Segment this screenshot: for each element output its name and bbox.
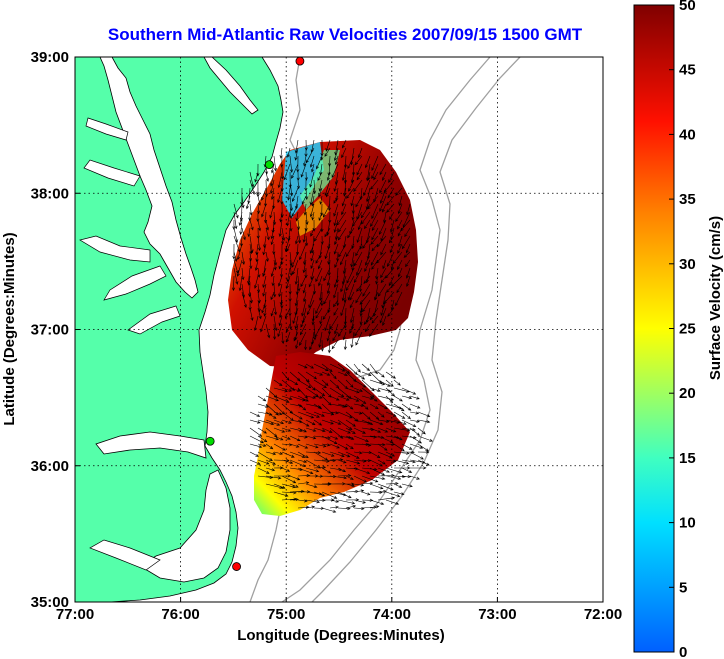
- bathymetry-contour-2: [281, 57, 491, 602]
- pamlico-sound: [139, 469, 231, 583]
- map-area: [75, 57, 603, 602]
- x-tick-label: 77:00: [56, 606, 94, 623]
- x-tick-label: 74:00: [373, 606, 411, 623]
- radar-site-marker: [232, 562, 241, 571]
- x-tick-label: 72:00: [584, 606, 622, 623]
- radar-site-marker: [264, 160, 274, 170]
- radar-sites: [205, 57, 305, 571]
- x-tick-label: 73:00: [478, 606, 516, 623]
- y-axis-ticks: 39:00 38:00 37:00 36:00 35:00: [31, 49, 80, 611]
- x-axis-label: Longitude (Degrees:Minutes): [237, 627, 445, 644]
- colorbar-tick-label: 5: [679, 579, 687, 596]
- colorbar-tick-label: 45: [679, 62, 696, 79]
- bathymetry-contour-3: [311, 57, 521, 602]
- velocity-field-south: [254, 352, 410, 516]
- colorbar-tick-label: 15: [679, 450, 696, 467]
- x-axis-ticks: 77:00 76:00 75:00 74:00 73:00 72:00: [56, 597, 622, 623]
- y-axis-label: Latitude (Degrees:Minutes): [1, 232, 18, 425]
- bay-inlet-1: [79, 235, 151, 263]
- colorbar-tick-label: 10: [679, 515, 696, 532]
- bay-inlet-5: [127, 305, 181, 335]
- y-tick-label: 35:00: [31, 594, 69, 611]
- colorbar: [633, 4, 675, 653]
- grid: [75, 57, 603, 602]
- velocity-arrows: [231, 139, 433, 513]
- y-tick-label: 37:00: [31, 322, 69, 339]
- colorbar-tick-label: 20: [679, 385, 696, 402]
- radar-site-marker: [205, 436, 215, 446]
- bay-inlet-2: [103, 265, 167, 301]
- colorbar-tick-label: 30: [679, 256, 696, 273]
- y-tick-label: 38:00: [31, 185, 69, 202]
- chart-title: Southern Mid-Atlantic Raw Velocities 200…: [108, 25, 583, 44]
- colorbar-label: Surface Velocity (cm/s): [707, 216, 724, 380]
- bay-inlet-3: [83, 159, 141, 187]
- y-tick-label: 36:00: [31, 458, 69, 475]
- albemarle-sound: [95, 431, 207, 459]
- colorbar-tick-label: 0: [679, 644, 687, 659]
- x-tick-label: 75:00: [267, 606, 305, 623]
- colorbar-tick-label: 25: [679, 321, 696, 338]
- x-tick-label: 76:00: [161, 606, 199, 623]
- bay-inlet-4: [85, 117, 129, 141]
- colorbar-tick-label: 35: [679, 191, 696, 208]
- chesapeake-bay: [99, 57, 199, 299]
- colorbar-ticks: 0 5 10 15 20 25 30 35 40 45 50: [669, 0, 696, 659]
- delaware-bay: [203, 57, 259, 115]
- colorbar-tick-label: 40: [679, 126, 696, 143]
- radar-site-marker: [295, 57, 305, 66]
- pamlico-river: [89, 539, 161, 571]
- colorbar-tick-label: 50: [679, 0, 696, 14]
- y-tick-label: 39:00: [31, 49, 69, 66]
- velocity-arrow-set: [231, 139, 433, 513]
